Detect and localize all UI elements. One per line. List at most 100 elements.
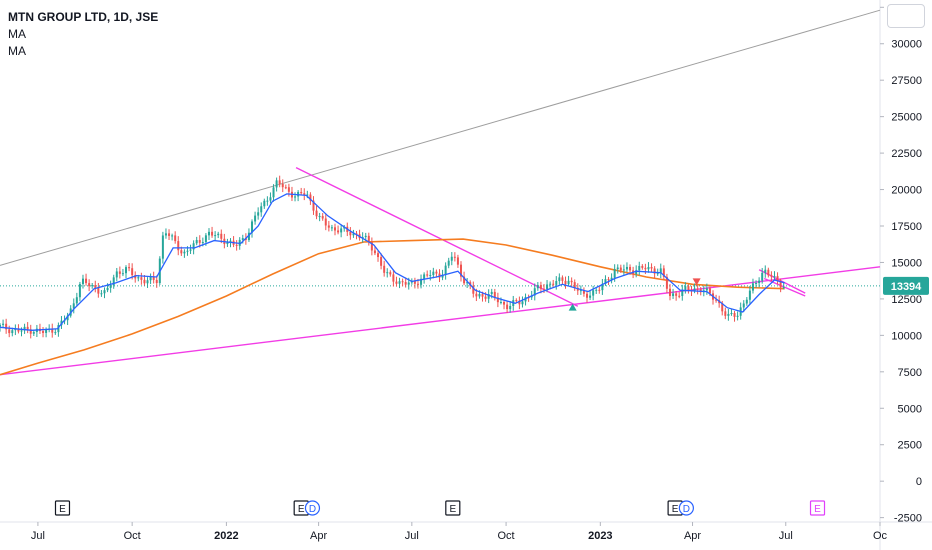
candle[interactable] — [5, 318, 8, 334]
candle[interactable] — [751, 278, 754, 294]
candle[interactable] — [435, 269, 438, 278]
candle[interactable] — [100, 289, 103, 297]
candle[interactable] — [404, 277, 407, 288]
candle[interactable] — [207, 228, 210, 241]
candle[interactable] — [284, 184, 287, 190]
candle[interactable] — [586, 290, 589, 303]
candle[interactable] — [125, 265, 128, 279]
candle[interactable] — [736, 311, 739, 321]
candle[interactable] — [134, 271, 137, 283]
earnings-event[interactable]: E — [54, 500, 71, 516]
ma-legend-label[interactable]: MA — [8, 44, 26, 58]
candle[interactable] — [536, 282, 539, 291]
candle[interactable] — [745, 297, 748, 306]
candle[interactable] — [303, 188, 306, 201]
candle[interactable] — [668, 283, 671, 301]
candle[interactable] — [195, 236, 198, 246]
candle[interactable] — [472, 281, 475, 298]
candle[interactable] — [748, 285, 751, 305]
candle[interactable] — [327, 220, 330, 232]
candle[interactable] — [705, 283, 708, 295]
candle[interactable] — [333, 223, 336, 236]
candle[interactable] — [300, 187, 303, 196]
candle[interactable] — [413, 277, 416, 289]
candle[interactable] — [647, 262, 650, 273]
candle[interactable] — [450, 252, 453, 266]
candle[interactable] — [337, 225, 340, 235]
candle[interactable] — [149, 273, 152, 285]
candle[interactable] — [51, 323, 54, 338]
candle[interactable] — [183, 249, 186, 258]
candle[interactable] — [730, 309, 733, 316]
scale-settings-button[interactable] — [887, 4, 925, 28]
candle[interactable] — [684, 282, 687, 294]
candle[interactable] — [75, 292, 78, 307]
upper-channel-line[interactable] — [0, 9, 881, 266]
candle[interactable] — [278, 175, 281, 188]
candle[interactable] — [177, 236, 180, 256]
rising-support-line[interactable] — [0, 266, 881, 376]
descending-resistance-line[interactable] — [295, 167, 579, 307]
candle[interactable] — [604, 275, 607, 286]
candle[interactable] — [330, 224, 333, 232]
candle[interactable] — [659, 263, 662, 279]
candle[interactable] — [767, 267, 770, 278]
candle[interactable] — [764, 265, 767, 278]
candle[interactable] — [2, 319, 5, 328]
moving-average-slow-line[interactable] — [0, 238, 785, 376]
candle[interactable] — [57, 322, 60, 337]
candle[interactable] — [678, 292, 681, 299]
candle[interactable] — [97, 282, 100, 298]
candle[interactable] — [269, 192, 272, 204]
candle[interactable] — [251, 219, 254, 238]
last-price-tag[interactable]: 13394 — [883, 276, 929, 295]
candle[interactable] — [380, 253, 383, 270]
candle[interactable] — [401, 278, 404, 287]
candle[interactable] — [109, 280, 112, 293]
candle[interactable] — [598, 285, 601, 294]
candle[interactable] — [601, 278, 604, 295]
candle[interactable] — [681, 284, 684, 301]
candlestick-series[interactable] — [0, 175, 785, 339]
candle[interactable] — [573, 279, 576, 291]
candle[interactable] — [733, 311, 736, 322]
candle[interactable] — [665, 273, 668, 294]
candle[interactable] — [506, 300, 509, 313]
candle[interactable] — [779, 278, 782, 293]
candle[interactable] — [447, 257, 450, 269]
candle[interactable] — [318, 212, 321, 222]
candle[interactable] — [420, 274, 423, 289]
candle[interactable] — [377, 250, 380, 262]
candle[interactable] — [168, 229, 171, 241]
candle[interactable] — [263, 198, 266, 209]
candle[interactable] — [217, 231, 220, 239]
candle[interactable] — [444, 262, 447, 280]
candle[interactable] — [272, 184, 275, 202]
sell-signal-marker[interactable] — [692, 278, 701, 286]
candle[interactable] — [761, 267, 764, 284]
candle[interactable] — [115, 267, 118, 282]
candle[interactable] — [395, 276, 398, 287]
candle[interactable] — [456, 254, 459, 268]
candle[interactable] — [370, 237, 373, 256]
buy-signal-marker[interactable] — [568, 303, 577, 311]
candle[interactable] — [589, 290, 592, 300]
candle[interactable] — [94, 280, 97, 293]
candle[interactable] — [383, 260, 386, 277]
candle[interactable] — [281, 179, 284, 193]
candle[interactable] — [521, 296, 524, 308]
candle[interactable] — [662, 265, 665, 280]
candle[interactable] — [189, 244, 192, 254]
candle[interactable] — [85, 273, 88, 286]
candle[interactable] — [453, 252, 456, 262]
candle[interactable] — [641, 264, 644, 270]
candle[interactable] — [675, 290, 678, 301]
ma-legend-label[interactable]: MA — [8, 27, 26, 41]
candle[interactable] — [121, 268, 124, 277]
candle[interactable] — [211, 226, 214, 238]
candle[interactable] — [776, 272, 779, 285]
candle[interactable] — [423, 272, 426, 284]
candle[interactable] — [14, 324, 17, 336]
candle[interactable] — [11, 327, 14, 337]
